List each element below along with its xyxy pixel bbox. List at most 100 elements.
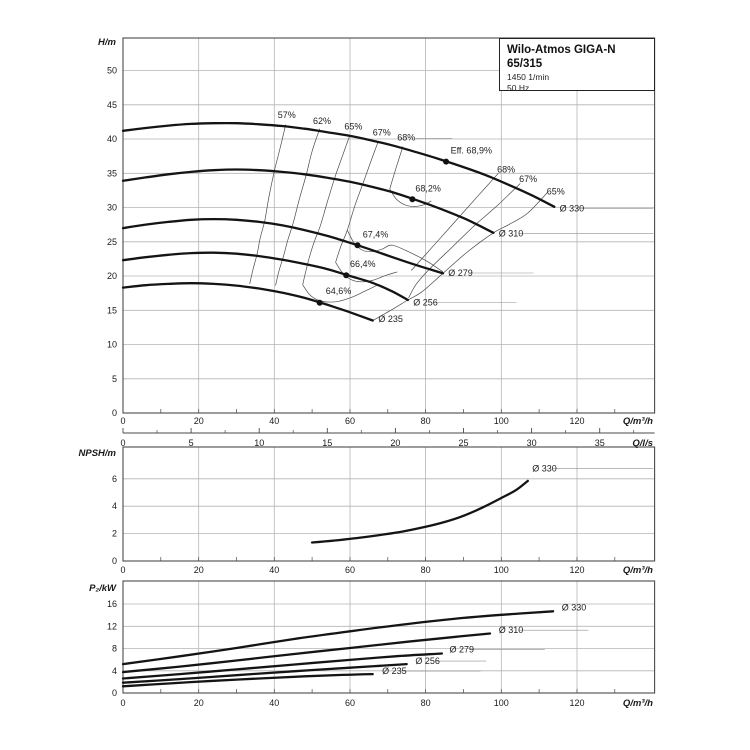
efficiency-label: 66,4% xyxy=(350,259,376,269)
efficiency-label: 65% xyxy=(547,187,565,197)
y-tick-label: 50 xyxy=(107,66,117,76)
pump-speed-label: 1450 1/min xyxy=(507,71,550,82)
pump-curve-Ø279 xyxy=(121,217,445,275)
x2-tick-label: 0 xyxy=(120,438,125,448)
efficiency-label: 68% xyxy=(397,132,415,142)
x-tick-label: 100 xyxy=(494,698,509,708)
x-tick-label: 100 xyxy=(494,416,509,426)
y-tick-label: 10 xyxy=(107,340,117,350)
x-axis-unit-label: Q/m³/h xyxy=(623,416,653,427)
x2-tick-label: 10 xyxy=(254,438,264,448)
y-tick-label: 15 xyxy=(107,305,117,315)
diameter-label: Ø 256 xyxy=(415,656,440,666)
efficiency-label: 62% xyxy=(313,116,331,126)
x-tick-label: 120 xyxy=(569,416,584,426)
efficiency-label: 64,6% xyxy=(326,286,352,296)
pump-curve-Ø310 xyxy=(121,168,495,234)
diameter-label: Ø 330 xyxy=(560,204,585,214)
diameter-label: Ø 310 xyxy=(499,228,524,238)
efficiency-label: 67,4% xyxy=(363,230,389,240)
x2-tick-label: 15 xyxy=(322,438,332,448)
x-tick-label: 80 xyxy=(421,416,431,426)
efficiency-iso-line-68-hook xyxy=(389,188,432,207)
x2-tick-label: 25 xyxy=(458,438,468,448)
y-tick-label: 45 xyxy=(107,100,117,110)
plot-frame xyxy=(122,37,656,414)
efficiency-label: 67% xyxy=(373,128,391,138)
y-tick-label: 16 xyxy=(107,599,117,609)
npsh-panel: Ø 330 0 20 40 60 80 100 120 0 2 4 6 Q/m³/h NPSH/m xyxy=(79,446,656,576)
pump-curve-Ø330 xyxy=(121,610,555,666)
y-tick-label: 0 xyxy=(112,556,117,566)
efficiency-iso-line-57% xyxy=(249,124,287,284)
x2-tick-label: 20 xyxy=(390,438,400,448)
efficiency-label: 57% xyxy=(278,110,296,120)
x-tick-label: 0 xyxy=(120,698,125,708)
diameter-label: Ø 279 xyxy=(450,645,475,655)
x-tick-label: 120 xyxy=(569,565,584,575)
x-tick-label: 80 xyxy=(421,698,431,708)
y-tick-label: 12 xyxy=(107,621,117,631)
efficiency-iso-line-67-right xyxy=(408,183,521,299)
efficiency-iso-line-68-right xyxy=(411,173,499,271)
x-tick-label: 60 xyxy=(345,698,355,708)
x-tick-label: 80 xyxy=(421,565,431,575)
x-tick-label: 60 xyxy=(345,416,355,426)
pump-curve-Ø330 xyxy=(121,121,556,208)
x-tick-label: 0 xyxy=(120,416,125,426)
diameter-label: Ø 256 xyxy=(413,298,438,308)
plot-frame xyxy=(122,446,656,562)
efficiency-label: 67% xyxy=(519,174,537,184)
x2-tick-label: 30 xyxy=(527,438,537,448)
y-tick-label: 2 xyxy=(112,529,117,539)
pump-curve-Ø235 xyxy=(121,282,374,322)
y-axis-unit-label: H/m xyxy=(98,37,117,48)
x2-tick-label: 35 xyxy=(595,438,605,448)
x-tick-label: 20 xyxy=(194,698,204,708)
efficiency-iso-line-65-right xyxy=(372,192,548,321)
x-tick-label: 0 xyxy=(120,565,125,575)
efficiency-label: 68,2% xyxy=(415,184,441,194)
pump-curve-Ø279 xyxy=(121,652,444,680)
plot-frame xyxy=(122,580,656,694)
y-tick-label: 4 xyxy=(112,666,117,676)
bep-dot xyxy=(409,196,416,203)
y-tick-label: 20 xyxy=(107,271,117,281)
x-axis-unit-label: Q/m³/h xyxy=(623,565,653,576)
x-axis-unit-label: Q/m³/h xyxy=(623,698,653,709)
x2-tick-label: 5 xyxy=(189,438,194,448)
bep-dot xyxy=(354,242,361,249)
pump-curve-Ø256 xyxy=(121,662,408,684)
x2-axis-unit-label: Q/l/s xyxy=(632,438,653,449)
pump-model-title: Wilo-Atmos GIGA-N 65/315 xyxy=(507,44,616,71)
efficiency-iso-line-62% xyxy=(275,128,321,286)
diameter-label: Ø 310 xyxy=(499,625,524,635)
x-tick-label: 20 xyxy=(194,565,204,575)
efficiency-label: 68% xyxy=(497,165,515,175)
y-tick-label: 35 xyxy=(107,168,117,178)
x-tick-label: 20 xyxy=(194,416,204,426)
diameter-label: Ø 330 xyxy=(532,463,557,473)
diameter-label: Ø 330 xyxy=(562,603,587,613)
efficiency-label: 65% xyxy=(344,121,362,131)
x-tick-label: 60 xyxy=(345,565,355,575)
diameter-label: Ø 235 xyxy=(378,314,403,324)
diameter-label: Ø 235 xyxy=(382,666,407,676)
secondary-flow-axis: 0 5 10 15 20 25 30 35 Q/l/s xyxy=(120,428,655,449)
y-tick-label: 0 xyxy=(112,688,117,698)
bep-dot xyxy=(443,158,450,165)
title-box: Wilo-Atmos GIGA-N 65/315 1450 1/min 50 H… xyxy=(499,38,655,93)
y-tick-label: 30 xyxy=(107,203,117,213)
hq-panel: 57% 62% 65% 67% 68% Eff. 68,9% 68% 67% 65% Ø 330 6… xyxy=(98,37,656,427)
y-axis-unit-label: P₂/kW xyxy=(89,583,117,594)
pump-curve-Ø330 xyxy=(310,479,529,544)
x-tick-label: 40 xyxy=(269,565,279,575)
y-tick-label: 8 xyxy=(112,644,117,654)
efficiency-iso-line-64-hook xyxy=(302,284,377,303)
bep-dot xyxy=(316,299,323,306)
pump-curve-Ø256 xyxy=(121,251,410,302)
